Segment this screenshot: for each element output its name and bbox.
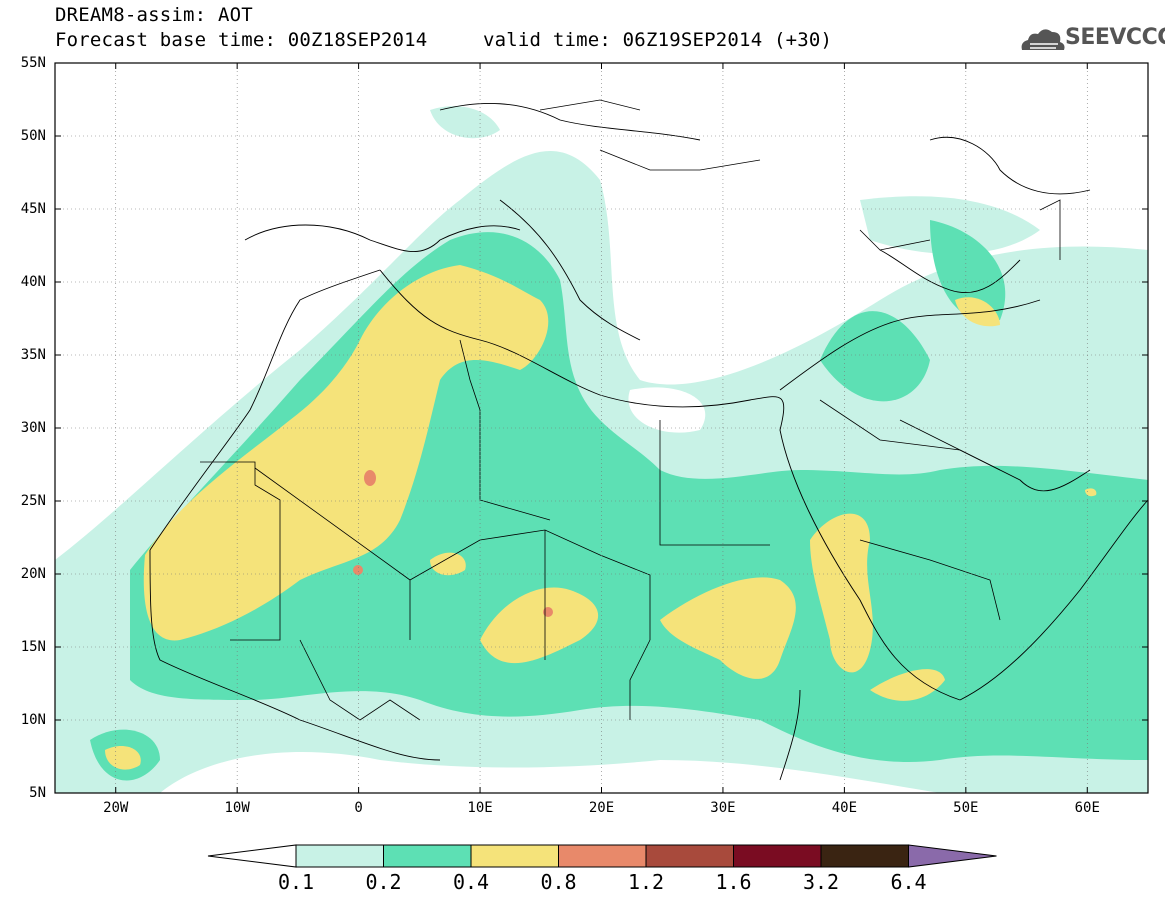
aot-level-0.4 xyxy=(1085,488,1097,497)
aot-level-0.4 xyxy=(955,297,1000,327)
lat-label: 10N xyxy=(20,712,46,728)
lat-label: 55N xyxy=(20,55,46,71)
map-title: DREAM8-assim: AOT xyxy=(55,4,253,26)
colorbar-segment xyxy=(295,844,384,868)
axis-ticks xyxy=(55,62,1148,794)
lon-label: 10E xyxy=(467,800,493,816)
aot-field xyxy=(55,106,1148,793)
lon-label: 20E xyxy=(588,800,615,816)
colorbar-label: 0.8 xyxy=(540,870,577,894)
lat-label: 15N xyxy=(20,639,46,655)
colorbar-over-triangle xyxy=(908,844,997,868)
aot-level-0.4 xyxy=(660,577,796,679)
colorbar-label: 0.1 xyxy=(277,870,315,894)
lon-label: 10W xyxy=(224,800,250,816)
aot-clear-area xyxy=(628,387,706,433)
aot-level-0.4 xyxy=(810,513,873,673)
aot-level-0.8 xyxy=(543,607,553,617)
lon-label: 40E xyxy=(831,800,858,816)
lat-label: 50N xyxy=(20,128,46,144)
aot-level-0.4 xyxy=(143,265,549,641)
colorbar-label: 0.4 xyxy=(452,870,490,894)
aot-level-0.4 xyxy=(430,552,466,576)
lon-label: 50E xyxy=(953,800,979,816)
lat-label: 30N xyxy=(20,420,46,436)
colorbar-segment xyxy=(383,844,472,868)
aot-level-0.1 xyxy=(860,196,1040,254)
colorbar-label: 1.2 xyxy=(627,870,665,894)
colorbar-segment xyxy=(470,844,559,868)
colorbar-segment xyxy=(820,844,909,868)
colorbar-label: 1.6 xyxy=(715,870,752,894)
lon-label: 30E xyxy=(710,800,736,816)
colorbar-label: 0.2 xyxy=(365,870,402,894)
lon-label: 0 xyxy=(354,800,363,816)
colorbar-label: 6.4 xyxy=(890,870,927,894)
aot-level-0.4 xyxy=(870,669,945,701)
colorbar-segment xyxy=(645,844,734,868)
colorbar-label: 3.2 xyxy=(802,870,840,894)
colorbar-under-triangle xyxy=(207,844,297,868)
aot-level-0.8 xyxy=(353,565,363,575)
forecast-base-time: Forecast base time: 00Z18SEP2014 valid ti… xyxy=(55,29,832,51)
lat-label: 5N xyxy=(29,785,46,801)
lat-label: 35N xyxy=(20,347,46,363)
base-time-text: Forecast base time: 00Z18SEP2014 xyxy=(55,29,428,51)
colorbar-segment xyxy=(558,844,647,868)
aot-level-0.8 xyxy=(364,470,376,486)
aot-level-0.2 xyxy=(930,220,1006,322)
lon-label: 60E xyxy=(1074,800,1100,816)
seevccc-logo: SEEVCCC xyxy=(1065,25,1165,50)
gridlines xyxy=(55,63,1148,793)
colorbar-segment xyxy=(733,844,822,868)
lat-label: 40N xyxy=(20,274,46,290)
cloud-icon xyxy=(1021,29,1065,50)
country-borders xyxy=(200,99,1061,721)
valid-time-text: valid time: 06Z19SEP2014 (+30) xyxy=(483,29,833,51)
lat-label: 25N xyxy=(20,493,46,509)
coastlines xyxy=(149,102,1148,781)
aot-level-0.2 xyxy=(820,311,930,402)
lat-label: 20N xyxy=(20,566,46,582)
lon-label: 20W xyxy=(103,800,129,816)
aot-level-0.1 xyxy=(430,106,500,139)
colorbar xyxy=(207,844,997,868)
aot-level-0.4 xyxy=(105,745,141,770)
aot-level-0.4 xyxy=(480,587,599,664)
lat-label: 45N xyxy=(20,201,46,217)
